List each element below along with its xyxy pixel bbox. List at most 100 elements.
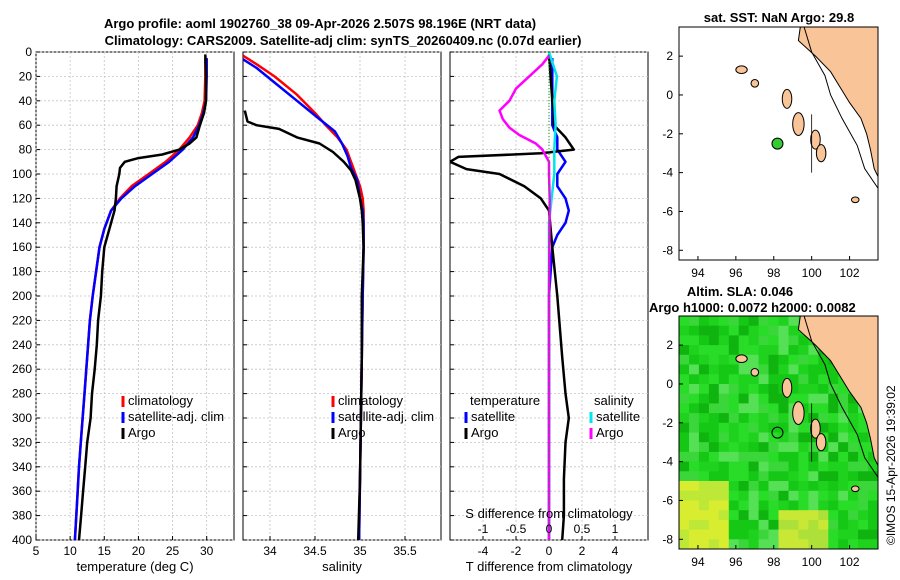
sla-cell	[798, 374, 809, 385]
sla-cell	[718, 442, 730, 453]
sla-cell	[778, 393, 789, 404]
map-y-tick-label: 0	[666, 88, 673, 102]
sla-cell	[698, 364, 710, 375]
sla-cell	[708, 393, 720, 404]
map-x-tick-label: 100	[802, 266, 822, 280]
main-title-line1: Argo profile: aoml 1902760_38 09-Apr-202…	[104, 16, 536, 31]
coastline	[803, 27, 878, 189]
island	[781, 88, 793, 109]
sla-cell	[838, 471, 849, 482]
difference-grid-and-lines: -4 -2 0 2 4 -1 -0.5 0 0.5 1	[450, 51, 648, 558]
sla-cell	[828, 539, 839, 549]
sla-cell	[798, 335, 809, 346]
sla-cell	[868, 471, 878, 482]
sla-cell	[848, 510, 859, 521]
y-tick-label: 60	[19, 118, 33, 132]
sla-cell	[718, 519, 730, 531]
sla-cell	[788, 500, 799, 511]
sla-cell	[768, 481, 779, 492]
sla-cell	[748, 539, 759, 549]
sla-cell	[778, 451, 789, 463]
sla-cell	[838, 422, 849, 433]
sla-cell	[818, 500, 829, 511]
sla-cell	[828, 471, 839, 482]
sla-cell	[708, 510, 720, 521]
series-line-t-satellite	[547, 58, 571, 540]
x-tick-label: -2	[511, 544, 522, 558]
sla-cell	[788, 345, 799, 356]
sla-cell	[708, 325, 720, 336]
x-tick-label: 25	[166, 544, 180, 558]
temperature-grid-and-lines: 0 20 40 60 80 100 120 140 160 180 200 220 240 260 280 3…	[12, 45, 234, 558]
sla-cell	[748, 471, 759, 482]
difference-legend: temperature salinity satellite Argo sate…	[464, 393, 640, 440]
sla-cell	[828, 403, 839, 414]
sla-cell	[758, 413, 769, 424]
sla-cell	[689, 345, 700, 356]
y-tick-label: 220	[12, 313, 32, 327]
sla-cell	[728, 364, 740, 375]
sla-cell	[748, 393, 759, 404]
sla-cell	[818, 451, 829, 463]
sla-cell	[758, 539, 769, 549]
sst-map-content	[735, 27, 878, 204]
sla-cell	[778, 471, 789, 482]
sla-cell	[728, 354, 740, 365]
sla-cell	[679, 451, 690, 463]
series-group	[450, 52, 576, 540]
map-y-tick-label: -8	[662, 532, 673, 546]
sla-cell	[728, 403, 740, 414]
sla-cell	[728, 393, 740, 404]
sla-cell	[689, 403, 700, 414]
sla-cell	[788, 335, 799, 346]
sla-cell	[758, 461, 769, 472]
sla-cell	[858, 500, 869, 511]
sla-cell	[708, 432, 720, 443]
sla-cell	[738, 519, 750, 531]
sla-cell	[689, 539, 700, 549]
sla-cell	[748, 422, 759, 433]
sla-cell	[768, 335, 779, 346]
y-tick-label: 380	[12, 509, 32, 523]
sla-cell	[698, 490, 710, 501]
sla-cell	[728, 471, 740, 482]
sla-cell	[679, 422, 690, 433]
sla-cell	[748, 413, 759, 424]
sla-cell	[848, 442, 859, 453]
sla-cell	[798, 384, 809, 395]
sla-cell	[758, 432, 769, 443]
sla-cell	[748, 481, 759, 492]
y-tick-label: 280	[12, 387, 32, 401]
sla-cell	[748, 432, 759, 443]
s-tick-label: -0.5	[506, 522, 527, 536]
sla-cell	[778, 529, 789, 540]
sla-cell	[858, 422, 869, 433]
x-tick-label: 34	[263, 544, 277, 558]
sla-cell	[679, 335, 690, 346]
sla-cell	[708, 413, 720, 424]
island	[815, 433, 827, 452]
sla-cell	[748, 374, 759, 385]
sla-cell	[828, 422, 839, 433]
sla-cell	[828, 413, 839, 424]
sla-cell	[798, 510, 809, 521]
sla-cell	[679, 510, 690, 521]
main-title-line2: Climatology: CARS2009. Satellite-adj cli…	[105, 33, 582, 48]
sla-cell	[748, 325, 759, 336]
land-sumatra	[797, 27, 878, 177]
sla-cell	[728, 461, 740, 472]
sla-cell	[708, 354, 720, 365]
legend-title-salinity: salinity	[594, 393, 634, 408]
sla-map-axes: 94 96 98 100 102 2 0 -2 -4 -6 -8	[662, 338, 860, 569]
sla-cell	[788, 422, 799, 433]
sla-cell	[718, 500, 730, 511]
sla-cell	[778, 364, 789, 375]
sla-cell	[718, 529, 730, 540]
sst-map-axes: 94 96 98 100 102 2 0 -2 -4 -6 -8	[662, 49, 860, 280]
sla-cell	[758, 422, 769, 433]
sla-cell	[718, 451, 730, 463]
sla-cell	[848, 519, 859, 531]
x-tick-label: 30	[200, 544, 214, 558]
sla-cell	[689, 490, 700, 501]
legend-label-s-satellite: satellite	[596, 409, 640, 424]
